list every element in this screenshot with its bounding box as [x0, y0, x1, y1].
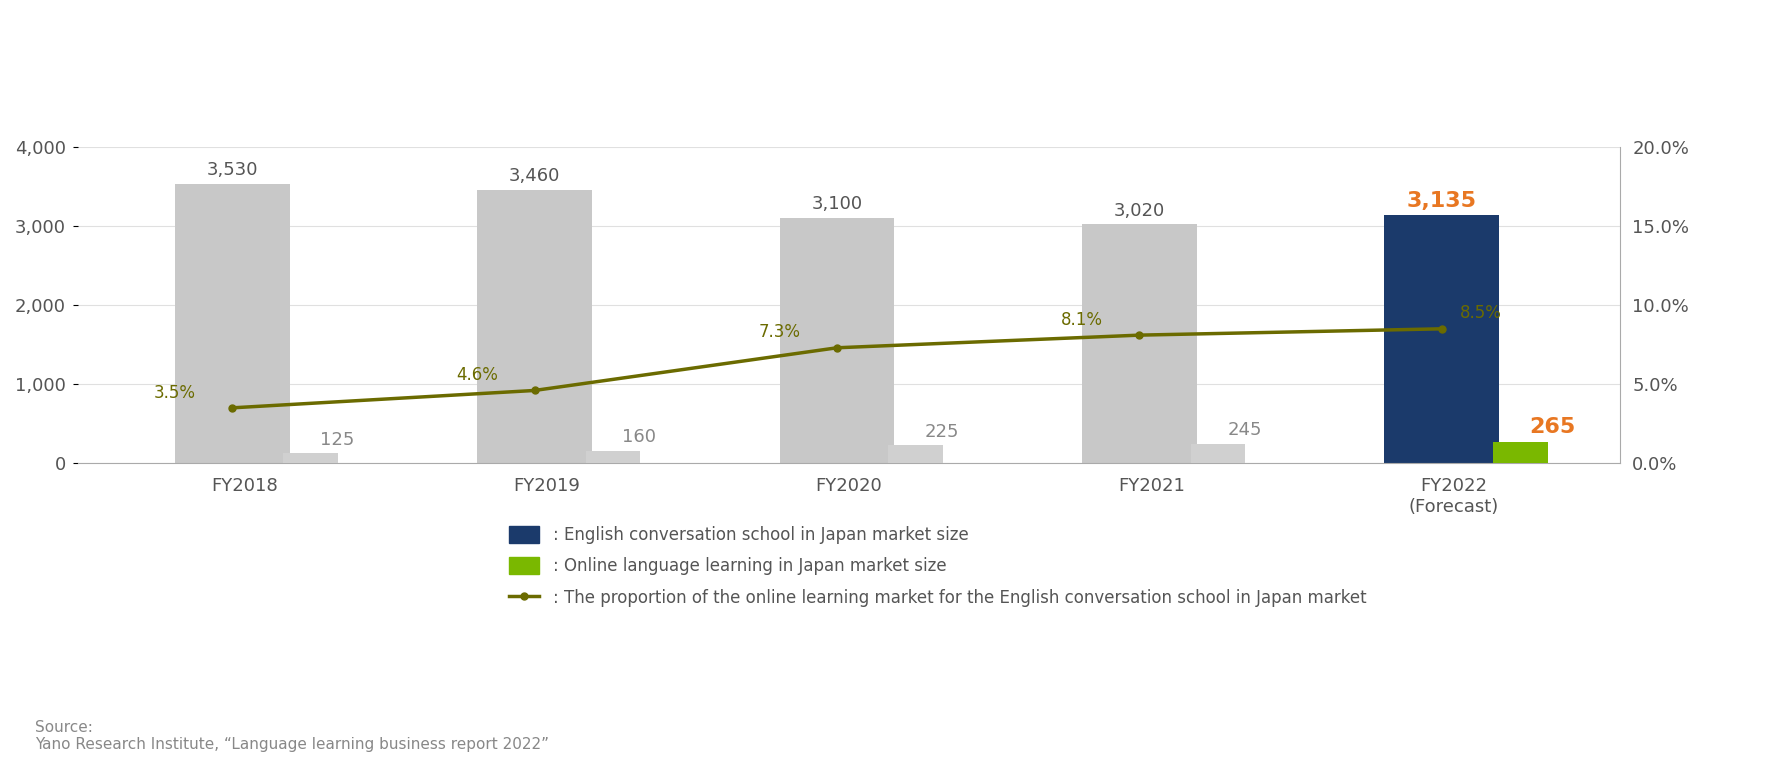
Legend: : English conversation school in Japan market size, : Online language learning i: : English conversation school in Japan m…: [502, 519, 1374, 613]
Text: 245: 245: [1227, 421, 1262, 439]
Bar: [1384, 215, 1499, 463]
Text: 265: 265: [1529, 417, 1575, 438]
Bar: [1494, 442, 1547, 463]
Text: Source:
Yano Research Institute, “Language learning business report 2022”: Source: Yano Research Institute, “Langua…: [35, 720, 550, 752]
Text: 160: 160: [622, 428, 656, 446]
Bar: [585, 451, 640, 463]
Text: 3.5%: 3.5%: [154, 384, 196, 401]
Text: 8.5%: 8.5%: [1460, 305, 1503, 322]
Text: 125: 125: [320, 431, 354, 448]
Text: 7.3%: 7.3%: [758, 324, 801, 341]
Text: 4.6%: 4.6%: [456, 366, 499, 384]
Text: 3,020: 3,020: [1114, 201, 1165, 220]
Text: 225: 225: [925, 423, 960, 441]
Text: 8.1%: 8.1%: [1061, 311, 1103, 329]
Bar: [1192, 444, 1245, 463]
Bar: [1082, 224, 1197, 463]
Text: 3,135: 3,135: [1407, 191, 1476, 211]
Text: 3,460: 3,460: [509, 167, 560, 185]
Bar: [283, 453, 338, 463]
Bar: [477, 190, 592, 463]
Text: 3,100: 3,100: [812, 195, 863, 214]
Bar: [889, 445, 942, 463]
Text: 3,530: 3,530: [207, 161, 258, 179]
Bar: [780, 218, 895, 463]
Bar: [175, 184, 290, 463]
